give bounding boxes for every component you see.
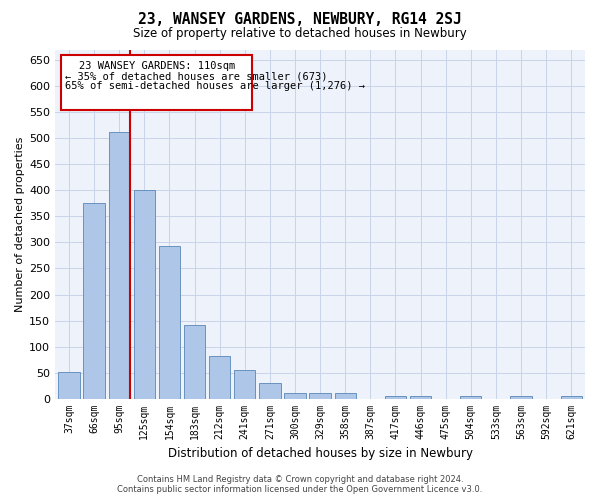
Bar <box>159 246 180 398</box>
Bar <box>234 370 256 398</box>
Bar <box>184 325 205 398</box>
Bar <box>109 132 130 398</box>
Bar <box>310 394 331 398</box>
Bar <box>209 356 230 399</box>
Bar <box>385 396 406 398</box>
Bar <box>83 204 105 398</box>
Bar <box>134 190 155 398</box>
Bar <box>284 393 305 398</box>
Text: 23 WANSEY GARDENS: 110sqm: 23 WANSEY GARDENS: 110sqm <box>79 62 235 72</box>
Text: ← 35% of detached houses are smaller (673): ← 35% of detached houses are smaller (67… <box>65 72 328 82</box>
Text: Size of property relative to detached houses in Newbury: Size of property relative to detached ho… <box>133 28 467 40</box>
Bar <box>510 396 532 398</box>
Bar <box>410 396 431 398</box>
Y-axis label: Number of detached properties: Number of detached properties <box>15 136 25 312</box>
Bar <box>61 55 252 110</box>
Text: 23, WANSEY GARDENS, NEWBURY, RG14 2SJ: 23, WANSEY GARDENS, NEWBURY, RG14 2SJ <box>138 12 462 28</box>
Bar <box>259 383 281 398</box>
Text: 65% of semi-detached houses are larger (1,276) →: 65% of semi-detached houses are larger (… <box>65 81 365 91</box>
Bar <box>58 372 80 398</box>
Text: Contains HM Land Registry data © Crown copyright and database right 2024.
Contai: Contains HM Land Registry data © Crown c… <box>118 474 482 494</box>
Bar <box>335 393 356 398</box>
X-axis label: Distribution of detached houses by size in Newbury: Distribution of detached houses by size … <box>167 447 473 460</box>
Bar <box>560 396 582 398</box>
Bar <box>460 396 481 398</box>
